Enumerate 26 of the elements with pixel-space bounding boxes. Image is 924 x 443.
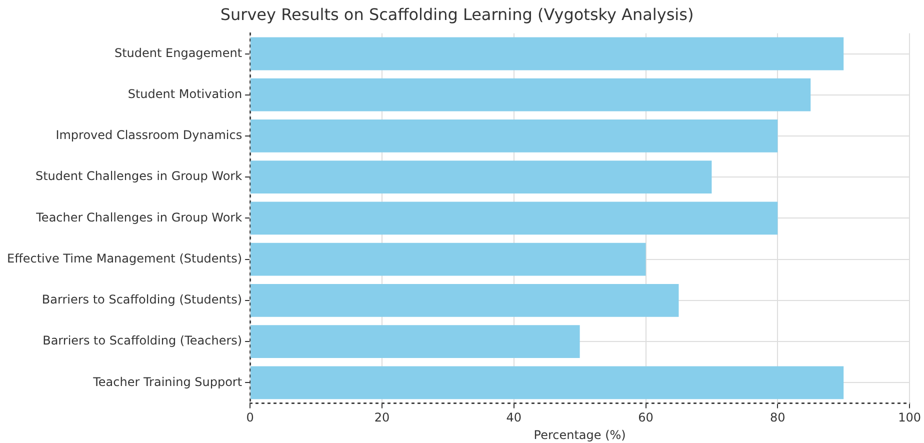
bar [250,284,679,317]
bar [250,120,778,152]
x-axis-title: Percentage (%) [534,428,626,442]
y-tick-label: Effective Time Management (Students) [6,251,242,266]
bar [250,202,778,235]
y-tick-label: Improved Classroom Dynamics [56,128,242,142]
bar [250,242,646,276]
chart-title: Survey Results on Scaffolding Learning (Vygotsky Analysis) [220,4,694,24]
x-tick-label: 40 [506,410,522,425]
x-tick-label: 20 [374,410,390,425]
x-tick-label: 100 [898,410,921,425]
x-tick-label: 60 [638,410,654,425]
y-tick-label: Barriers to Scaffolding (Students) [42,292,242,307]
y-tick-label: Student Challenges in Group Work [35,169,242,184]
bar [250,37,844,70]
bar [250,325,580,358]
y-tick-label: Student Motivation [128,86,242,101]
y-tick-label: Teacher Challenges in Group Work [35,210,242,224]
bar [250,160,712,194]
x-tick-label: 80 [770,410,786,425]
y-tick-label: Teacher Training Support [92,374,242,389]
bar [250,78,811,112]
bar [250,366,844,400]
x-tick-label: 0 [246,410,254,425]
y-tick-label: Barriers to Scaffolding (Teachers) [42,334,242,348]
y-tick-label: Student Engagement [114,46,242,60]
